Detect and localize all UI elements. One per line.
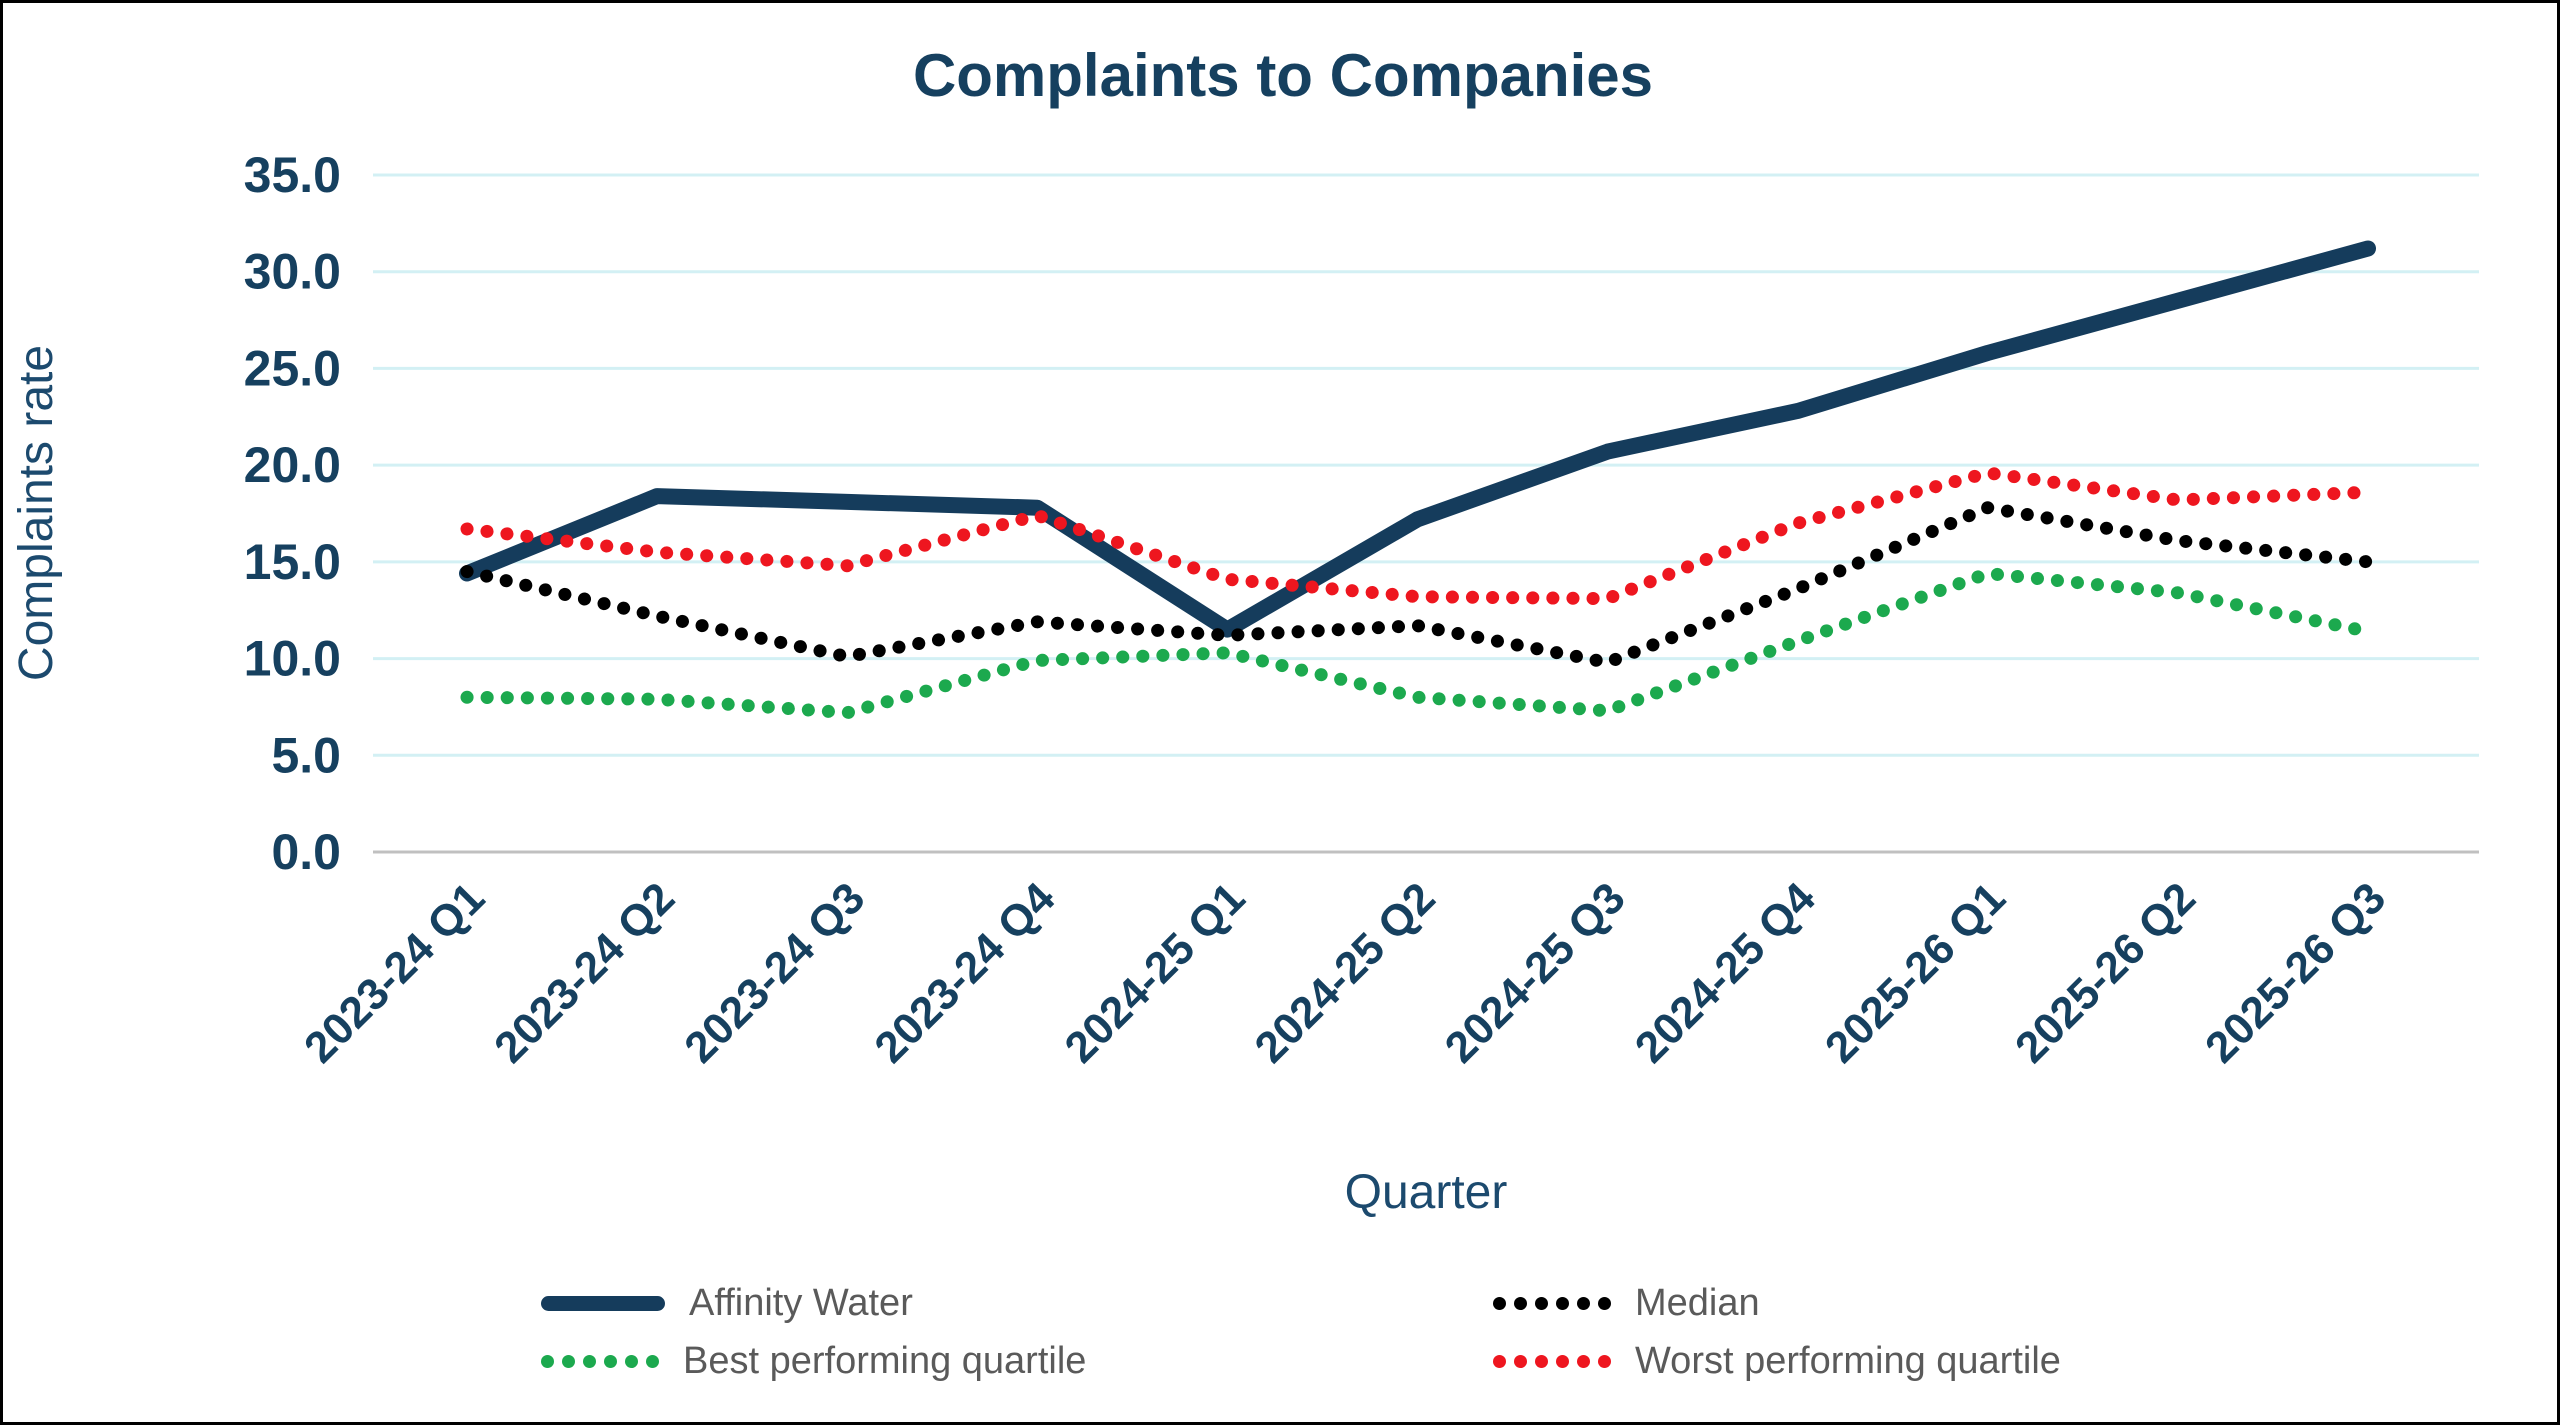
series-line-median (460, 501, 2375, 669)
series-line-worst-performing-quartile (460, 466, 2375, 606)
legend-label: Worst performing quartile (1635, 1339, 2061, 1382)
svg-text:2023-24 Q2: 2023-24 Q2 (485, 873, 684, 1072)
svg-text:0.0: 0.0 (271, 824, 341, 880)
legend-swatch-dotted-line (1493, 1354, 1611, 1368)
svg-text:2023-24 Q4: 2023-24 Q4 (865, 873, 1064, 1072)
svg-text:5.0: 5.0 (271, 727, 341, 783)
x-axis-title: Quarter (1344, 1166, 1508, 1219)
svg-text:2023-24 Q3: 2023-24 Q3 (675, 873, 874, 1072)
svg-text:25.0: 25.0 (244, 340, 341, 396)
legend-label: Median (1635, 1281, 1760, 1324)
svg-text:10.0: 10.0 (244, 631, 341, 687)
legend-item-affinity-water: Affinity Water (541, 1277, 913, 1329)
svg-text:2024-25 Q4: 2024-25 Q4 (1626, 873, 1825, 1072)
svg-text:20.0: 20.0 (244, 437, 341, 493)
svg-text:2025-26 Q3: 2025-26 Q3 (2196, 873, 2395, 1072)
svg-text:2023-24 Q1: 2023-24 Q1 (295, 873, 494, 1072)
legend-swatch-dotted-line (541, 1354, 659, 1368)
svg-text:15.0: 15.0 (244, 534, 341, 590)
svg-text:2025-26 Q1: 2025-26 Q1 (1816, 873, 2015, 1072)
series-line-best-performing-quartile (460, 566, 2375, 720)
legend-item-worst-quartile: Worst performing quartile (1493, 1335, 2061, 1387)
series-line-affinity-water (459, 240, 2376, 638)
plot-area: 0.0 5.0 10.0 15.0 20.0 25.0 30.0 35.0 2023-24 Q1… (244, 147, 2479, 1072)
svg-text:30.0: 30.0 (244, 244, 341, 300)
legend-item-best-quartile: Best performing quartile (541, 1335, 1086, 1387)
svg-text:2025-26 Q2: 2025-26 Q2 (2006, 873, 2205, 1072)
svg-text:2024-25 Q2: 2024-25 Q2 (1246, 873, 1445, 1072)
legend-label: Affinity Water (689, 1281, 913, 1324)
legend-label: Best performing quartile (683, 1339, 1087, 1382)
svg-text:35.0: 35.0 (244, 147, 341, 203)
legend-item-median: Median (1493, 1277, 1760, 1329)
svg-text:2024-25 Q3: 2024-25 Q3 (1436, 873, 1635, 1072)
legend-swatch-dotted-line (1493, 1296, 1611, 1310)
legend-swatch-solid-line (541, 1295, 665, 1311)
svg-text:2024-25 Q1: 2024-25 Q1 (1055, 873, 1254, 1072)
chart-title: Complaints to Companies (912, 42, 1654, 109)
